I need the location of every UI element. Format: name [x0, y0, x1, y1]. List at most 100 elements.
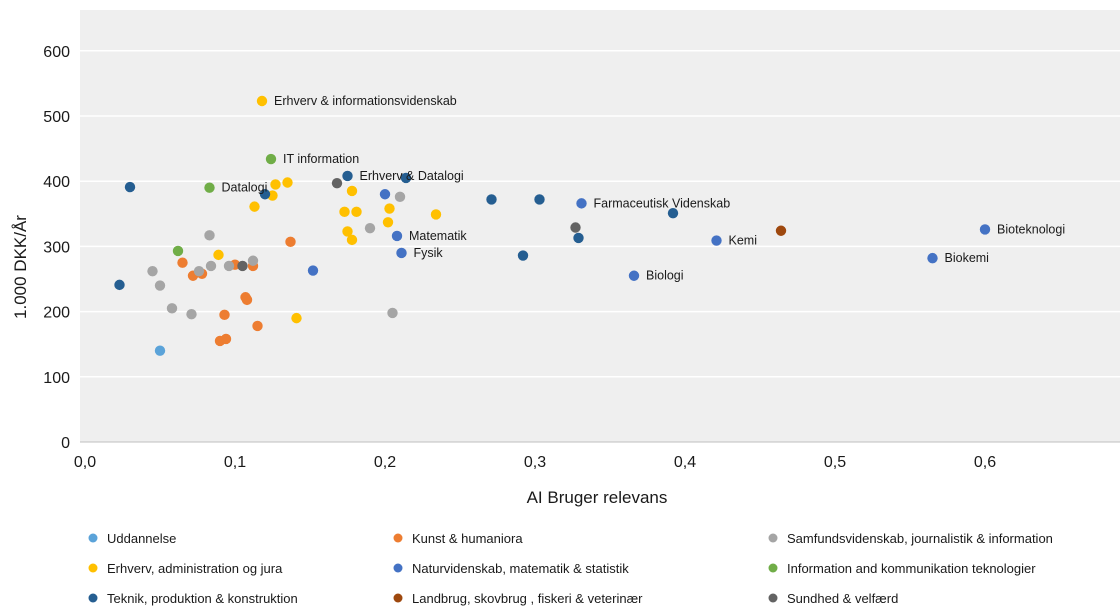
y-tick-label: 600: [43, 44, 70, 61]
data-point: [204, 182, 215, 193]
data-point: [249, 201, 260, 212]
gridlines: [80, 50, 1120, 443]
x-tick-label: 0,4: [674, 454, 696, 471]
data-point: [220, 333, 232, 345]
data-point: [775, 225, 787, 236]
data-point: [331, 177, 343, 189]
x-axis-title: AI Bruger relevans: [527, 488, 668, 507]
legend-label: Naturvidenskab, matematik & statistik: [412, 561, 629, 576]
data-point: [193, 265, 205, 277]
data-point: [396, 247, 407, 259]
data-point: [282, 177, 293, 188]
plot-area: [80, 10, 1120, 442]
x-tick-label: 0,1: [224, 454, 246, 471]
point-label: Erhverv & Datalogi: [360, 169, 464, 183]
data-point: [570, 222, 581, 233]
y-tick-label: 300: [43, 239, 70, 256]
data-point: [711, 235, 722, 246]
legend-label: Sundhed & velfærd: [787, 591, 898, 606]
legend-marker: [88, 533, 98, 543]
data-point: [576, 198, 587, 209]
y-axis-ticks: 0 100 200 300 400 500 600: [43, 44, 70, 452]
x-tick-label: 0,6: [974, 454, 996, 471]
point-label: Kemi: [729, 234, 757, 248]
data-point: [270, 179, 281, 190]
data-point: [346, 234, 358, 246]
point-label: Datalogi: [222, 181, 268, 195]
data-point: [154, 345, 166, 356]
data-point: [147, 265, 158, 277]
legend-marker: [768, 533, 778, 543]
data-point: [351, 206, 362, 218]
legend-label: Teknik, produktion & konstruktion: [107, 591, 298, 606]
data-point: [927, 252, 938, 264]
legend: Uddannelse Kunst & humaniora Samfundsviden…: [88, 531, 1053, 606]
data-point: [124, 181, 136, 193]
data-point: [205, 260, 217, 272]
y-tick-label: 0: [61, 435, 70, 452]
data-point: [252, 320, 263, 332]
data-point: [237, 260, 248, 272]
y-axis-title: 1.000 DKK/År: [11, 215, 30, 319]
y-tick-label: 500: [43, 109, 70, 126]
legend-label: Landbrug, skovbrug , fiskeri & veterinær: [412, 591, 643, 606]
legend-marker: [88, 593, 98, 603]
y-tick-label: 400: [43, 174, 70, 191]
point-label: Biologi: [646, 269, 684, 283]
data-point: [219, 309, 230, 321]
data-point: [364, 222, 376, 234]
y-tick-label: 200: [43, 305, 70, 322]
data-point: [430, 209, 442, 220]
point-label: Bioteknologi: [997, 222, 1065, 236]
data-point: [256, 95, 268, 107]
data-point: [628, 270, 640, 281]
data-point: [486, 194, 497, 205]
data-point: [339, 206, 350, 218]
legend-label: Samfundsvidenskab, journalistik & inform…: [787, 531, 1053, 546]
legend-label: Uddannelse: [107, 531, 176, 546]
data-point: [265, 153, 277, 165]
data-point: [307, 265, 319, 276]
data-points: [114, 95, 991, 356]
data-point: [573, 232, 584, 244]
annotations: Erhverv & informationsvidenskab IT inform…: [222, 94, 1066, 283]
point-label: Biokemi: [945, 251, 989, 265]
data-point: [204, 230, 215, 241]
x-axis-ticks: 0,0 0,1 0,2 0,3 0,4 0,5 0,6: [74, 454, 996, 471]
point-label: IT information: [283, 152, 359, 166]
x-tick-label: 0,3: [524, 454, 546, 471]
data-point: [114, 279, 125, 291]
data-point: [346, 185, 358, 197]
data-point: [285, 236, 296, 248]
point-label: Matematik: [409, 229, 467, 243]
data-point: [166, 303, 178, 314]
data-point: [172, 245, 184, 257]
legend-marker: [393, 593, 403, 603]
data-point: [154, 280, 166, 291]
data-point: [186, 309, 197, 320]
data-point: [241, 294, 253, 306]
legend-label: Kunst & humaniora: [412, 531, 523, 546]
point-label: Farmaceutisk Videnskab: [594, 196, 731, 210]
legend-marker: [768, 563, 778, 573]
point-label: Erhverv & informationsvidenskab: [274, 94, 457, 108]
data-point: [177, 257, 188, 268]
legend-marker: [88, 563, 98, 573]
legend-label: Information and kommunikation teknologie…: [787, 561, 1036, 576]
data-point: [291, 312, 302, 324]
legend-marker: [768, 593, 778, 603]
data-point: [400, 172, 412, 184]
data-point: [223, 260, 235, 272]
x-tick-label: 0,5: [824, 454, 846, 471]
data-point: [382, 217, 394, 228]
data-point: [391, 230, 403, 242]
data-point: [342, 170, 353, 182]
data-point: [247, 255, 259, 266]
x-tick-label: 0,0: [74, 454, 96, 471]
data-point: [379, 189, 391, 200]
data-point: [979, 224, 991, 235]
y-tick-label: 100: [43, 370, 70, 387]
data-point: [259, 189, 271, 200]
